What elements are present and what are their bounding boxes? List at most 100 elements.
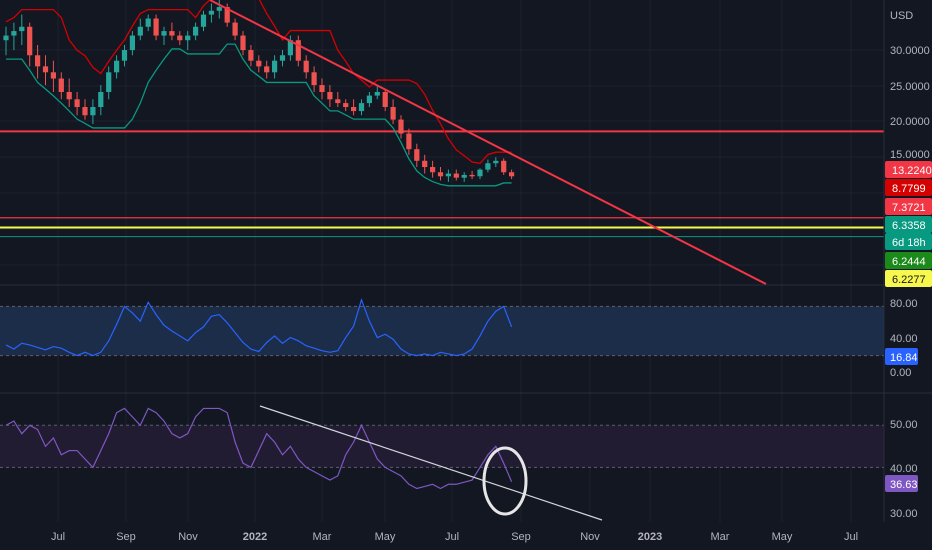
osc-tick-label: 30.00: [890, 508, 918, 520]
price-tag-label: 6.2277: [892, 274, 926, 286]
price-tag: 6d 18h: [885, 233, 932, 250]
candle-body: [343, 103, 349, 108]
rsi-line: [5, 297, 513, 357]
oscillator-pane[interactable]: [0, 405, 884, 521]
candle: [351, 99, 357, 116]
candle-body: [351, 107, 357, 112]
candle-body: [129, 35, 135, 51]
candle-body: [509, 172, 515, 177]
candle: [82, 99, 88, 120]
candle: [193, 22, 199, 41]
rsi-tick-label: 0.00: [890, 367, 911, 379]
price-axis[interactable]: USD 30.0000 25.0000 20.0000 15.0000 13.2…: [885, 10, 932, 287]
price-pane[interactable]: [0, 0, 884, 285]
candle: [453, 169, 459, 181]
candle: [319, 78, 325, 100]
candle-body: [414, 149, 420, 161]
price-tag-background: [885, 270, 932, 287]
osc-tick-label: 50.00: [890, 419, 918, 431]
oscillator-line: [5, 407, 513, 490]
candle-body: [58, 78, 64, 92]
candle: [121, 45, 128, 67]
candle-body: [287, 40, 293, 56]
candle: [327, 85, 333, 108]
candle: [153, 14, 159, 41]
candle-body: [106, 72, 112, 92]
rsi-axis[interactable]: 80.00 40.00 0.00 16.84: [885, 298, 918, 379]
candle: [343, 99, 349, 112]
time-axis-label: Nov: [178, 531, 198, 543]
time-axis-label: Mar: [313, 531, 332, 543]
rsi-pane[interactable]: [0, 297, 884, 357]
time-axis[interactable]: Jul Sep Nov 2022 Mar May Jul Sep Nov 2023 Mar May Ju…: [51, 531, 858, 543]
candle: [169, 22, 175, 41]
candle-body: [453, 173, 459, 178]
price-tag-background: [885, 252, 932, 269]
candle-body: [319, 85, 325, 92]
oscillator-axis[interactable]: 50.00 40.00 30.00 36.63: [885, 419, 918, 520]
candle: [509, 169, 515, 180]
candle: [42, 55, 49, 86]
price-tag-background: [885, 161, 932, 178]
candle: [366, 91, 372, 108]
highlight-circle: [482, 446, 528, 516]
candle: [58, 72, 64, 100]
candle: [161, 26, 167, 46]
candle: [240, 31, 246, 56]
candle-body: [66, 91, 72, 100]
trailing-stop-lower: [6, 43, 512, 187]
candle: [114, 55, 120, 79]
candle-body: [224, 7, 230, 23]
price-tag-background: [885, 216, 932, 233]
candle: [216, 0, 222, 19]
candle: [74, 91, 80, 116]
price-tags: 13.2240 8.7799 7.3721 6.3358 6d 18h 6.2444 6.2…: [885, 161, 932, 287]
candle-body: [477, 169, 483, 177]
candle: [287, 35, 293, 61]
candle: [232, 18, 238, 41]
candle-body: [335, 99, 341, 104]
candle-body: [485, 163, 491, 170]
candle-body: [27, 26, 33, 56]
time-axis-label: Jul: [844, 531, 858, 543]
price-tag-background: [885, 198, 932, 215]
price-tag-background: [885, 233, 932, 250]
candle: [66, 78, 72, 108]
osc-value-tag: 36.63: [885, 475, 918, 492]
candle: [224, 3, 230, 27]
candle-body: [90, 107, 96, 116]
price-tag-label: 6.3358: [892, 220, 926, 232]
price-tag: 13.2240: [885, 161, 932, 178]
price-tag: 7.3721: [885, 198, 932, 215]
candle: [137, 18, 143, 41]
candle-body: [303, 60, 309, 73]
osc-tick-label: 40.00: [890, 463, 918, 475]
price-tag-label: 7.3721: [892, 202, 926, 214]
rsi-tick-label: 80.00: [890, 298, 918, 310]
time-axis-label: Sep: [511, 531, 531, 543]
candle: [256, 55, 262, 73]
price-tick-label: 25.0000: [890, 81, 930, 93]
time-axis-label: Jul: [51, 531, 65, 543]
candle-body: [185, 35, 191, 41]
rsi-tag-background: [885, 348, 918, 365]
candle-body: [311, 72, 317, 86]
candle-body: [469, 174, 475, 177]
candle-body: [177, 35, 183, 41]
candle: [461, 172, 467, 182]
candle: [35, 45, 41, 79]
osc-tag-background: [885, 475, 918, 492]
candle-body: [295, 40, 301, 61]
candle-body: [382, 91, 388, 108]
price-tag-label: 6.2444: [892, 256, 926, 268]
price-tick-label: 30.0000: [890, 45, 930, 57]
osc-tag-label: 36.63: [890, 479, 918, 491]
candle: [390, 99, 396, 125]
candle-body: [3, 35, 9, 41]
candle-body: [19, 26, 25, 32]
candle: [414, 143, 420, 168]
candle-body: [327, 91, 333, 100]
price-tag: 6.2277: [885, 270, 932, 287]
candle-body: [437, 172, 444, 177]
